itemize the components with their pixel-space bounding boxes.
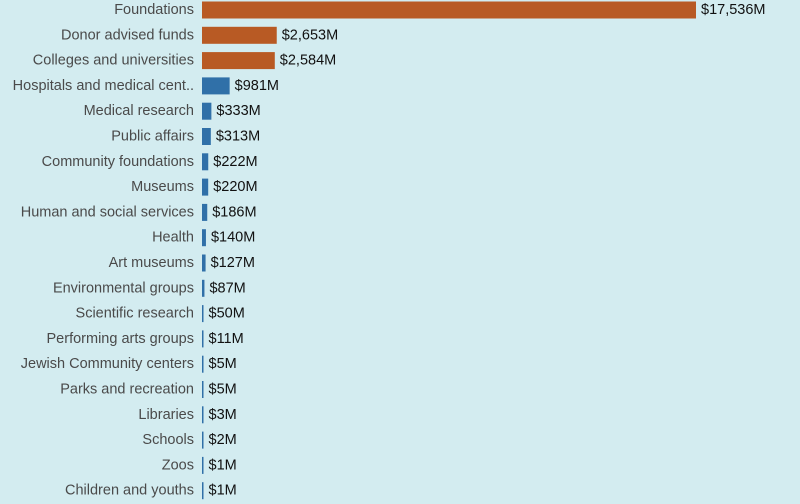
category-label: Jewish Community centers bbox=[21, 356, 194, 372]
value-label: $87M bbox=[209, 280, 245, 296]
value-label: $186M bbox=[212, 204, 256, 220]
bar-schools[interactable] bbox=[202, 431, 204, 449]
bar-hospitals-and-medical-cent[interactable] bbox=[202, 77, 230, 95]
bars-group bbox=[202, 1, 696, 500]
value-label: $5M bbox=[209, 356, 237, 372]
category-labels-group: Foundations Donor advised funds Colleges a… bbox=[13, 2, 194, 499]
category-label: Public affairs bbox=[111, 129, 194, 145]
bar-parks-and-recreation[interactable] bbox=[202, 381, 204, 398]
bar-human-and-social-services[interactable] bbox=[202, 203, 208, 221]
category-label: Hospitals and medical cent.. bbox=[13, 78, 194, 94]
category-label: Community foundations bbox=[42, 154, 194, 170]
category-label: Colleges and universities bbox=[33, 53, 194, 69]
value-labels-group: $17,536M $2,653M $2,584M$981M $333M $313M $22… bbox=[209, 2, 766, 499]
value-label: $127M bbox=[211, 255, 255, 271]
value-label: $2M bbox=[209, 432, 237, 448]
value-label: $50M bbox=[209, 306, 245, 322]
category-label: Art museums bbox=[109, 255, 194, 271]
category-label: Zoos bbox=[162, 457, 194, 473]
value-label: $140M bbox=[211, 230, 255, 246]
category-label: Environmental groups bbox=[53, 280, 194, 296]
bar-foundations[interactable] bbox=[202, 1, 696, 19]
value-label: $17,536M bbox=[701, 2, 766, 18]
value-label: $3M bbox=[209, 407, 237, 423]
bar-community-foundations[interactable] bbox=[202, 153, 209, 171]
bar-children-and-youths[interactable] bbox=[202, 482, 204, 500]
value-label: $333M bbox=[216, 103, 260, 119]
value-label: $981M bbox=[235, 78, 279, 94]
category-label: Libraries bbox=[138, 407, 194, 423]
value-label: $5M bbox=[209, 382, 237, 398]
category-label: Human and social services bbox=[21, 204, 194, 220]
bar-public-affairs[interactable] bbox=[202, 128, 211, 145]
value-label: $2,653M bbox=[282, 27, 338, 43]
bar-environmental-groups[interactable] bbox=[202, 279, 205, 297]
bar-medical-research[interactable] bbox=[202, 102, 212, 120]
category-label: Foundations bbox=[114, 2, 194, 18]
bar-museums[interactable] bbox=[202, 178, 209, 196]
value-label: $222M bbox=[213, 154, 257, 170]
category-label: Health bbox=[152, 230, 194, 246]
category-label: Children and youths bbox=[65, 483, 194, 499]
bar-zoos[interactable] bbox=[202, 456, 204, 474]
category-label: Performing arts groups bbox=[47, 331, 194, 347]
bar-scientific-research[interactable] bbox=[202, 305, 204, 323]
category-label: Museums bbox=[131, 179, 194, 195]
bar-colleges-and-universities[interactable] bbox=[202, 52, 275, 70]
value-label: $313M bbox=[216, 129, 260, 145]
value-label: $2,584M bbox=[280, 53, 336, 69]
value-label: $1M bbox=[209, 457, 237, 473]
value-label: $11M bbox=[209, 331, 244, 347]
bar-performing-arts-groups[interactable] bbox=[202, 330, 204, 348]
bar-donor-advised-funds[interactable] bbox=[202, 26, 277, 44]
value-label: $1M bbox=[209, 483, 237, 499]
bar-health[interactable] bbox=[202, 229, 206, 247]
category-label: Scientific research bbox=[76, 306, 194, 322]
bar-libraries[interactable] bbox=[202, 406, 204, 424]
category-label: Medical research bbox=[84, 103, 194, 119]
bar-art-museums[interactable] bbox=[202, 254, 206, 272]
category-label: Donor advised funds bbox=[61, 27, 194, 43]
category-label: Schools bbox=[142, 432, 194, 448]
bar-jewish-community-centers[interactable] bbox=[202, 355, 204, 373]
value-label: $220M bbox=[213, 179, 257, 195]
category-label: Parks and recreation bbox=[60, 382, 194, 398]
